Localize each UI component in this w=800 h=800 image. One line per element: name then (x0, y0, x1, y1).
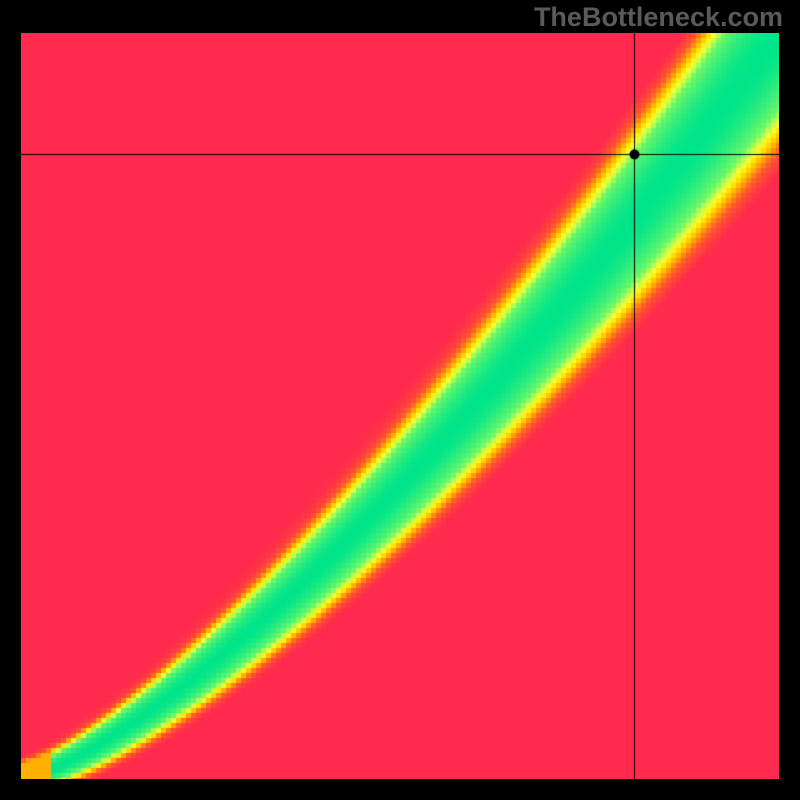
chart-container: TheBottleneck.com (0, 0, 800, 800)
watermark-text: TheBottleneck.com (534, 2, 783, 33)
bottleneck-heatmap (21, 33, 779, 779)
